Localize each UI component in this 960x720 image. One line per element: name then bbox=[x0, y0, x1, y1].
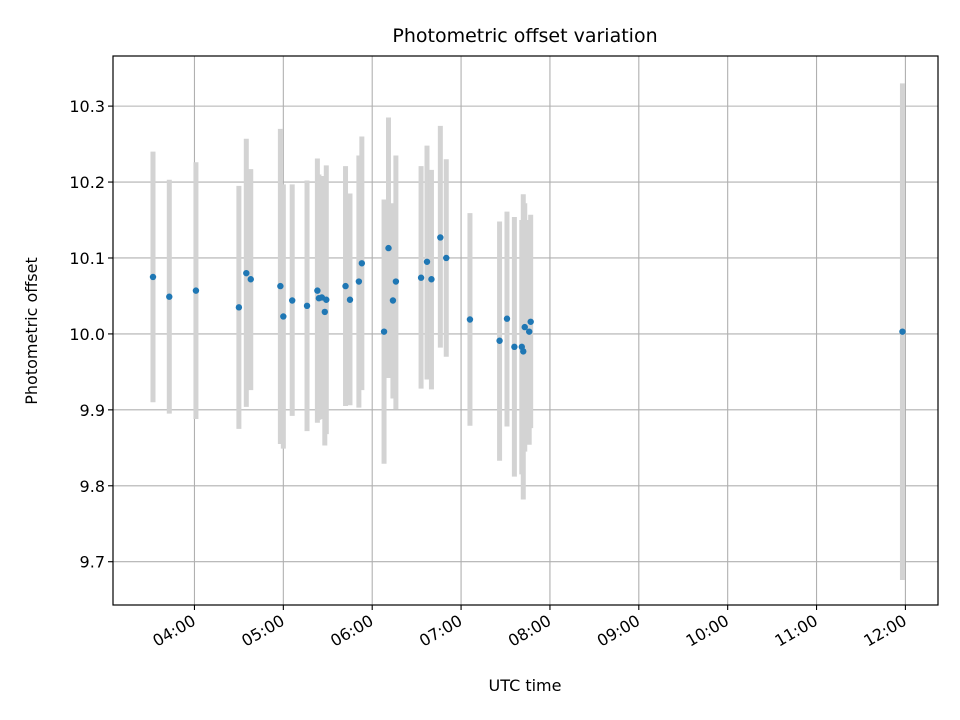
data-point bbox=[899, 328, 906, 335]
data-point bbox=[428, 276, 435, 283]
y-axis-ticks: 9.7 9.8 9.9 10.0 10.1 10.2 10.3 bbox=[69, 97, 113, 572]
y-tick-label: 9.8 bbox=[80, 477, 105, 496]
data-point bbox=[355, 278, 363, 285]
data-point bbox=[358, 260, 366, 267]
data-point bbox=[192, 287, 200, 294]
data-point bbox=[303, 302, 311, 310]
data-point bbox=[520, 348, 527, 355]
y-tick-label: 10.2 bbox=[69, 173, 105, 192]
data-point bbox=[385, 244, 392, 252]
data-point bbox=[342, 282, 349, 290]
data-point bbox=[417, 274, 425, 281]
data-point bbox=[243, 269, 250, 277]
y-tick-label: 9.9 bbox=[80, 401, 105, 420]
data-point bbox=[521, 323, 528, 331]
data-point bbox=[235, 304, 243, 311]
data-point bbox=[149, 273, 157, 281]
data-point bbox=[466, 316, 474, 323]
data-point bbox=[423, 258, 431, 265]
data-point bbox=[166, 293, 173, 300]
data-point bbox=[314, 287, 321, 294]
data-point bbox=[323, 296, 330, 303]
data-point bbox=[437, 234, 444, 241]
x-axis-title: UTC time bbox=[489, 676, 562, 695]
data-point bbox=[511, 343, 518, 351]
data-point bbox=[321, 308, 329, 316]
data-point bbox=[380, 328, 388, 335]
data-point bbox=[443, 254, 450, 262]
data-point bbox=[247, 276, 254, 283]
data-point bbox=[280, 313, 287, 320]
data-point bbox=[503, 315, 511, 322]
data-point bbox=[526, 328, 533, 335]
data-point bbox=[527, 318, 534, 325]
plot-frame bbox=[112, 55, 939, 606]
data-point bbox=[346, 296, 354, 303]
y-tick-label: 10.0 bbox=[69, 325, 105, 344]
data-point bbox=[496, 337, 503, 344]
data-point bbox=[289, 297, 296, 304]
y-axis-title: Photometric offset bbox=[22, 257, 41, 405]
chart-title: Photometric offset variation bbox=[392, 25, 657, 47]
y-tick-label: 10.1 bbox=[69, 249, 105, 268]
data-points bbox=[149, 234, 906, 355]
data-point bbox=[389, 297, 397, 304]
y-tick-label: 10.3 bbox=[69, 97, 105, 116]
data-point bbox=[277, 282, 284, 290]
data-point bbox=[392, 278, 400, 285]
y-tick-label: 9.7 bbox=[80, 553, 105, 572]
